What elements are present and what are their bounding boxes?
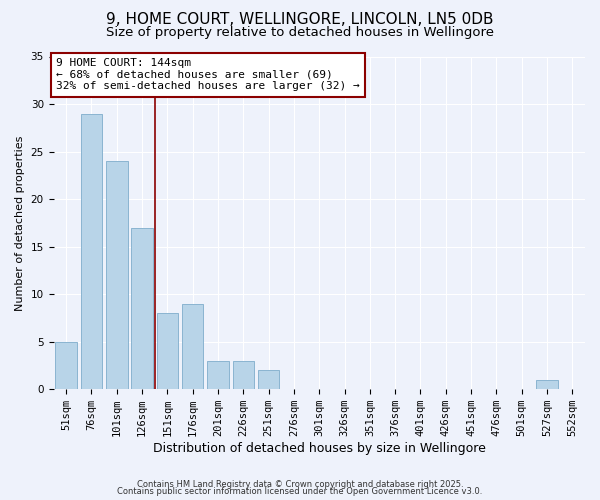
- Bar: [233, 360, 254, 389]
- Bar: [536, 380, 558, 389]
- Text: Contains HM Land Registry data © Crown copyright and database right 2025.: Contains HM Land Registry data © Crown c…: [137, 480, 463, 489]
- Bar: [207, 360, 229, 389]
- Bar: [258, 370, 280, 389]
- Text: 9 HOME COURT: 144sqm
← 68% of detached houses are smaller (69)
32% of semi-detac: 9 HOME COURT: 144sqm ← 68% of detached h…: [56, 58, 360, 92]
- Bar: [182, 304, 203, 389]
- Y-axis label: Number of detached properties: Number of detached properties: [15, 135, 25, 310]
- Text: 9, HOME COURT, WELLINGORE, LINCOLN, LN5 0DB: 9, HOME COURT, WELLINGORE, LINCOLN, LN5 …: [106, 12, 494, 28]
- Bar: [81, 114, 102, 389]
- Bar: [55, 342, 77, 389]
- Bar: [157, 313, 178, 389]
- Text: Size of property relative to detached houses in Wellingore: Size of property relative to detached ho…: [106, 26, 494, 39]
- Text: Contains public sector information licensed under the Open Government Licence v3: Contains public sector information licen…: [118, 487, 482, 496]
- Bar: [131, 228, 153, 389]
- X-axis label: Distribution of detached houses by size in Wellingore: Distribution of detached houses by size …: [153, 442, 486, 455]
- Bar: [106, 161, 128, 389]
